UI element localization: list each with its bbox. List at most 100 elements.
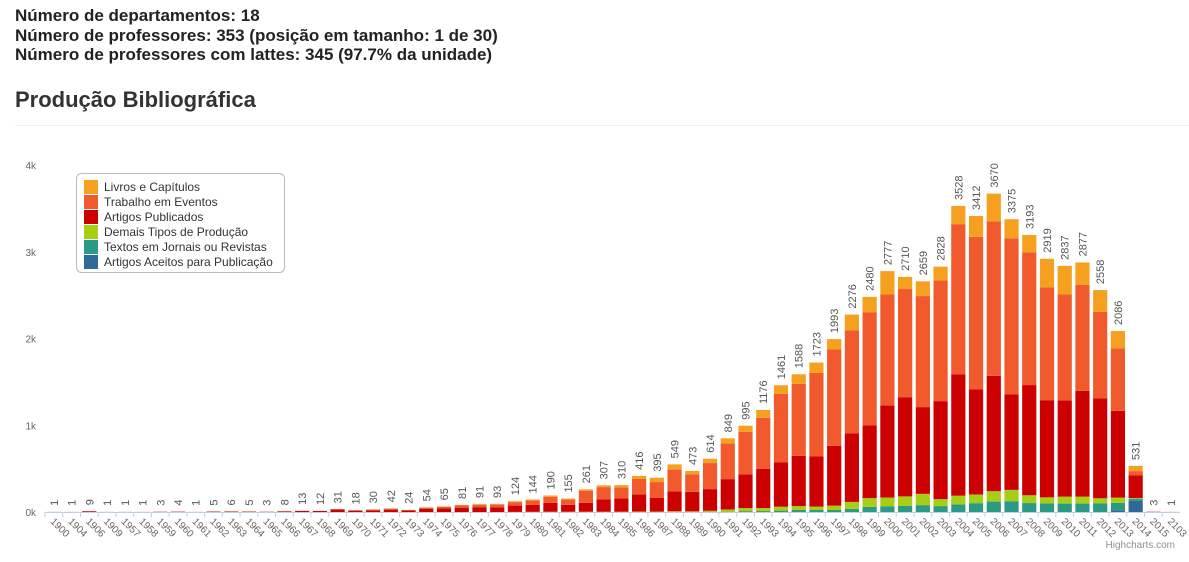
stack-total-label: 2086: [1113, 301, 1125, 325]
bar-segment: [738, 425, 753, 432]
x-tick-label: 1982: [562, 516, 586, 540]
bar-segment: [844, 314, 860, 331]
bar-segment: [401, 510, 416, 512]
legend-label: Demais Tipos de Produção: [104, 225, 248, 239]
x-tick-label: 1990: [704, 516, 728, 540]
stack-total-label: 144: [528, 475, 540, 493]
bar-segment: [862, 296, 877, 313]
stack-total-label: 18: [350, 492, 362, 504]
bar-segment: [507, 502, 523, 506]
x-tick-label: 1972: [385, 516, 409, 540]
bar-segment: [365, 510, 381, 512]
bar-segment: [1110, 348, 1126, 411]
stack-total-label: 3412: [971, 186, 983, 210]
x-tick-label: 1966: [278, 516, 302, 540]
stack-total-label: 5: [208, 499, 220, 505]
bar-segment: [614, 498, 629, 512]
bar-segment: [827, 349, 842, 446]
bar-segment: [365, 509, 381, 511]
stack-total-label: 1: [102, 500, 114, 506]
bar-segment: [596, 487, 611, 500]
y-tick-label: 0k: [25, 508, 37, 519]
x-tick-label: 2003: [934, 516, 958, 540]
bar-segment: [951, 495, 966, 505]
bar-segment: [490, 507, 505, 512]
x-tick-label: 1975: [438, 516, 462, 540]
bar-segment: [933, 401, 948, 500]
x-tick-label: 1987: [651, 516, 675, 540]
bar-segment: [898, 505, 913, 512]
x-tick-label: 1979: [509, 516, 533, 540]
x-tick-label: 1995: [793, 516, 817, 540]
stack-total-label: 91: [474, 486, 486, 498]
bar-segment: [1093, 503, 1108, 512]
bar-segment: [1022, 503, 1037, 512]
bar-segment: [1075, 284, 1090, 391]
bar-segment: [1039, 258, 1055, 288]
bar-segment: [915, 407, 930, 494]
x-tick-label: 1998: [846, 516, 870, 540]
y-tick-label: 3k: [25, 248, 37, 259]
x-tick-label: 1961: [190, 516, 214, 540]
bar-segment: [472, 504, 487, 508]
legend-marker: [84, 210, 98, 224]
bar-segment: [773, 510, 789, 512]
bar-segment: [490, 503, 505, 505]
bar-segment: [1022, 252, 1037, 386]
bar-segment: [1039, 497, 1055, 504]
stack-total-label: 3: [262, 500, 274, 506]
stack-total-label: 1723: [811, 332, 823, 356]
bar-segment: [915, 281, 930, 297]
bar-segment: [1093, 311, 1108, 399]
x-tick-label: 1983: [580, 516, 604, 540]
bar-segment: [933, 266, 948, 281]
stack-total-label: 5: [244, 499, 256, 505]
legend-label: Livros e Capítulos: [104, 180, 200, 194]
stack-total-label: 614: [705, 434, 717, 452]
bar-segment: [1039, 287, 1055, 401]
bar-segment: [224, 511, 239, 512]
stack-total-label: 31: [333, 491, 345, 503]
stack-total-label: 1: [191, 500, 203, 506]
header-line: Número de professores: 353 (posição em t…: [15, 26, 498, 45]
bar-segment: [933, 499, 948, 507]
bar-segment: [1022, 235, 1037, 253]
bar-segment: [419, 507, 434, 509]
x-tick-label: 2009: [1041, 516, 1065, 540]
bar-segment: [578, 502, 593, 512]
bar-segment: [1075, 262, 1090, 285]
bar-segment: [951, 205, 966, 225]
bar-segment: [1004, 501, 1019, 512]
x-tick-label: 2103: [1165, 516, 1189, 540]
bar-segment: [1110, 510, 1126, 512]
bar-segment: [561, 504, 576, 512]
x-tick-label: 1906: [83, 516, 107, 540]
bar-segment: [756, 511, 771, 512]
bar-segment: [738, 511, 753, 512]
bar-segment: [986, 501, 1001, 512]
bar-segment: [862, 498, 877, 507]
bar-segment: [667, 464, 682, 470]
bar-segment: [525, 504, 540, 512]
bar-segment: [1004, 238, 1019, 395]
stack-total-label: 2777: [882, 241, 894, 265]
x-tick-label: 2011: [1076, 516, 1099, 539]
bar-segment: [596, 499, 611, 512]
bar-segment: [915, 493, 930, 506]
bar-segment: [968, 494, 984, 504]
bar-segment: [880, 506, 895, 512]
bar-segment: [951, 374, 966, 496]
bar-segment: [968, 236, 984, 390]
bar-segment: [809, 510, 824, 512]
bar-segment: [1110, 502, 1126, 511]
bar-segment: [277, 511, 292, 512]
bar-segment: [649, 482, 664, 498]
bar-segment: [632, 494, 647, 512]
stack-total-label: 3: [155, 500, 167, 506]
bar-segment: [632, 478, 647, 495]
stack-total-label: 155: [563, 474, 575, 492]
bar-segment: [1057, 496, 1072, 504]
x-tick-label: 1999: [864, 516, 888, 540]
bar-segment: [1004, 219, 1019, 239]
